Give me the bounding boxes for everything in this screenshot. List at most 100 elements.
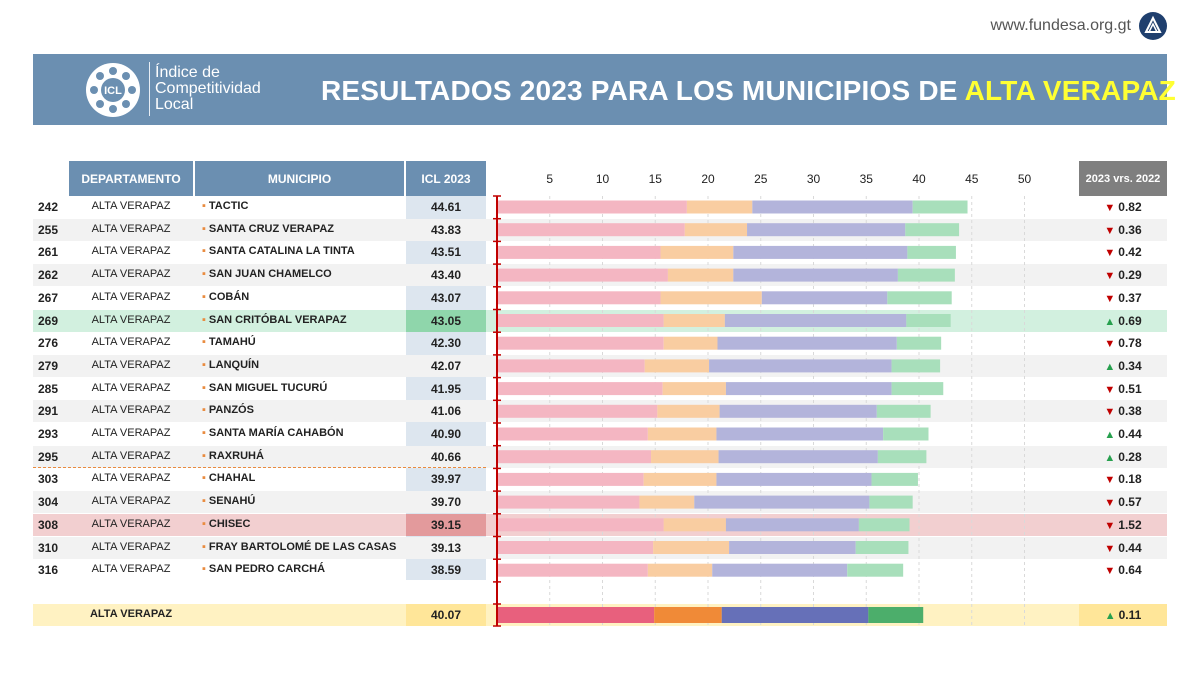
department-name: ALTA VERAPAZ: [91, 404, 171, 417]
arrow-down-icon: ▼: [1104, 224, 1116, 237]
change-value: ▲ 0.11: [1079, 604, 1167, 626]
icl-score: 40.66: [430, 449, 462, 464]
bar-segment: [887, 291, 952, 305]
department-name: ALTA VERAPAZ: [91, 427, 171, 439]
bullet-icon: ▪: [202, 472, 206, 485]
bar-segment: [497, 382, 663, 396]
bar-segment: [717, 336, 897, 350]
bullet-icon: ▪: [202, 313, 206, 326]
change-value: ▼ 0.36: [1104, 222, 1142, 237]
bar-segment: [877, 450, 927, 464]
department-name: ALTA VERAPAZ: [91, 336, 171, 349]
icl-score: 40.90: [430, 427, 462, 441]
bullet-icon: ▪: [202, 427, 206, 439]
bar-segment: [733, 268, 898, 282]
change-value: ▼ 0.78: [1104, 336, 1142, 351]
department-name: ALTA VERAPAZ: [91, 200, 171, 212]
x-tick-label: 35: [859, 172, 873, 186]
department-name: ALTA VERAPAZ: [91, 222, 171, 235]
department-name: ALTA VERAPAZ: [91, 563, 171, 576]
rank-value: 293: [38, 427, 59, 441]
bullet-icon: ▪: [202, 245, 206, 258]
municipality-name: ▪ COBÁN: [202, 290, 250, 303]
arrow-down-icon: ▼: [1104, 406, 1116, 419]
bullet-icon: ▪: [202, 540, 206, 553]
bar-segment: [716, 427, 884, 441]
department-name: ALTA VERAPAZ: [91, 268, 171, 281]
change-value: ▼ 0.42: [1104, 245, 1142, 260]
bar-segment: [905, 223, 960, 237]
arrow-up-icon: ▲: [1104, 360, 1116, 373]
change-value: ▲ 0.44: [1104, 427, 1142, 441]
icl-brand-name: Índice de Competitividad Local: [155, 64, 261, 113]
bullet-icon: ▪: [202, 517, 206, 530]
municipality-name: ▪ CHAHAL: [202, 472, 256, 485]
bar-segment: [660, 245, 734, 259]
bar-segment: [644, 359, 710, 373]
department-name: ALTA VERAPAZ: [91, 290, 171, 303]
arrow-down-icon: ▼: [1104, 497, 1116, 510]
department-name: ALTA VERAPAZ: [91, 245, 171, 258]
icl-score: 42.07: [430, 358, 462, 373]
bar-segment: [747, 223, 906, 237]
col-header-departamento: DEPARTAMENTO: [69, 161, 193, 196]
bullet-icon: ▪: [202, 563, 206, 576]
bar-segment: [663, 314, 725, 327]
x-tick-label: 25: [754, 172, 768, 186]
icl-score: 43.40: [430, 268, 462, 283]
col-header-municipio: MUNICIPIO: [195, 161, 404, 196]
bar-segment: [847, 563, 904, 577]
bar-segment: [497, 404, 658, 418]
rank-value: 295: [38, 449, 59, 464]
rank-value: 310: [38, 540, 59, 555]
municipality-name: ▪ TAMAHÚ: [202, 336, 256, 349]
municipality-name: ▪ FRAY BARTOLOMÉ DE LAS CASAS: [202, 540, 397, 553]
separator-line: [33, 467, 486, 468]
x-tick-label: 5: [546, 172, 554, 186]
x-tick-label: 50: [1017, 172, 1032, 186]
arrow-down-icon: ▼: [1104, 202, 1116, 214]
rank-value: 276: [38, 336, 59, 351]
bar-segment: [497, 563, 648, 577]
arrow-up-icon: ▲: [1104, 610, 1116, 622]
bar-segment: [897, 268, 955, 282]
icl-score: 39.15: [406, 513, 486, 536]
icl-score: 38.59: [430, 563, 462, 578]
municipality-name: ▪ TACTIC: [202, 200, 249, 212]
change-value: ▼ 0.37: [1104, 290, 1142, 305]
site-url[interactable]: www.fundesa.org.gt: [990, 17, 1131, 34]
title-banner: ICL Índice de Competitividad Local RESUL…: [33, 54, 1176, 125]
bar-segment: [876, 404, 931, 418]
municipality-name: ▪ SANTA CATALINA LA TINTA: [202, 245, 355, 258]
rank-value: 262: [38, 268, 59, 283]
bar-segment: [725, 382, 892, 396]
arrow-down-icon: ▼: [1104, 542, 1116, 555]
icl-score: 44.61: [430, 200, 462, 214]
bar-segment: [651, 450, 719, 464]
page-title: RESULTADOS 2023 PARA LOS MUNICIPIOS DE A…: [321, 75, 1176, 106]
rank-value: 303: [38, 472, 59, 487]
department-name: ALTA VERAPAZ: [91, 358, 171, 371]
municipality-name: ▪ SAN MIGUEL TUCURÚ: [202, 381, 328, 394]
bullet-icon: ▪: [202, 290, 206, 303]
bar-segment: [497, 336, 664, 350]
arrow-up-icon: ▲: [1104, 315, 1116, 328]
change-value: ▼ 0.82: [1104, 200, 1142, 214]
bar-segment: [729, 541, 856, 554]
bar-segment: [883, 427, 929, 441]
bullet-icon: ▪: [202, 495, 206, 508]
bar-segment: [497, 450, 652, 464]
arrow-down-icon: ▼: [1104, 292, 1116, 305]
total-icl-score: 40.07: [406, 604, 486, 626]
x-tick-label: 30: [806, 172, 821, 186]
bar-segment: [716, 472, 872, 486]
rank-value: 316: [38, 563, 59, 578]
change-value: ▼ 0.57: [1104, 495, 1142, 510]
bullet-icon: ▪: [202, 200, 206, 212]
bar-segment: [497, 495, 640, 509]
icl-score: 42.30: [430, 336, 462, 351]
bar-segment: [858, 518, 910, 532]
arrow-down-icon: ▼: [1104, 519, 1116, 532]
rank-value: 261: [38, 245, 59, 260]
